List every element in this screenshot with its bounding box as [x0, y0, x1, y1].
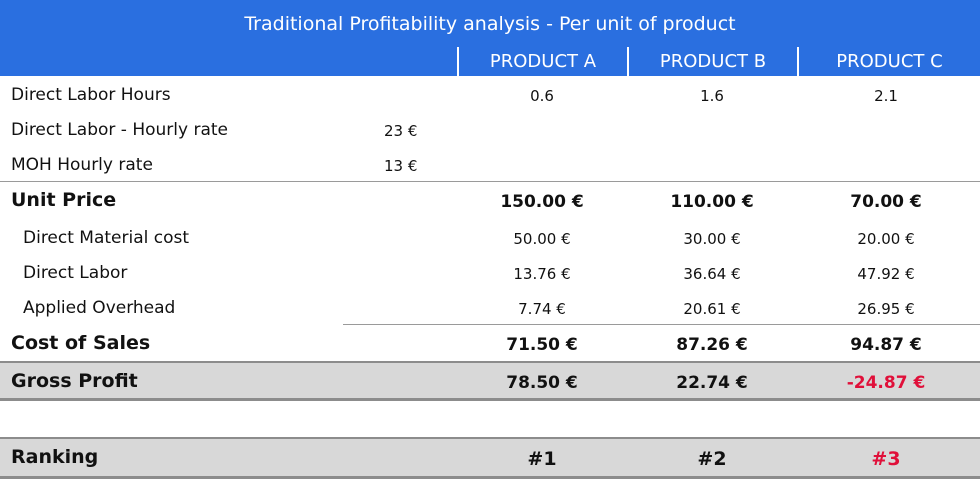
ranking-top-border [0, 437, 980, 439]
unit-price-product-a: 150.00 € [500, 192, 584, 212]
ao-product-a: 7.74 € [518, 300, 566, 318]
label-moh-rate: MOH Hourly rate [11, 155, 153, 175]
table-title-text: Traditional Profitability analysis - Per… [244, 12, 736, 35]
gross-profit-top-border [0, 361, 980, 363]
ranking-bottom-border [0, 476, 980, 479]
gross-profit-band [0, 362, 980, 398]
dlh-product-b: 1.6 [700, 87, 724, 105]
header-product-c: PRODUCT C [797, 47, 980, 76]
gross-profit-bottom-border [0, 398, 980, 401]
unit-price-product-c: 70.00 € [850, 192, 922, 212]
gp-product-a: 78.50 € [506, 373, 578, 393]
label-cost-of-sales: Cost of Sales [11, 332, 151, 354]
label-direct-material: Direct Material cost [23, 228, 190, 248]
dl-product-c: 47.92 € [857, 265, 915, 283]
cos-product-b: 87.26 € [676, 335, 748, 355]
cos-product-c: 94.87 € [850, 335, 922, 355]
cos-product-a: 71.50 € [506, 335, 578, 355]
ranking-band [0, 438, 980, 476]
divider-top [0, 181, 980, 182]
rank-product-a: #1 [527, 448, 557, 470]
label-unit-price: Unit Price [11, 189, 117, 211]
dlh-product-a: 0.6 [530, 87, 554, 105]
label-ranking: Ranking [11, 446, 99, 468]
dm-product-c: 20.00 € [857, 230, 915, 248]
gp-product-c: -24.87 € [846, 373, 926, 393]
header-product-a: PRODUCT A [457, 47, 627, 76]
rank-product-b: #2 [697, 448, 727, 470]
dl-product-b: 36.64 € [683, 265, 741, 283]
gp-product-b: 22.74 € [676, 373, 748, 393]
moh-rate-value: 13 € [384, 157, 418, 175]
label-direct-labor-rate: Direct Labor - Hourly rate [11, 120, 228, 140]
unit-price-product-b: 110.00 € [670, 192, 754, 212]
table-title: Traditional Profitability analysis - Per… [0, 0, 980, 47]
header-product-b: PRODUCT B [627, 47, 797, 76]
direct-labor-rate-value: 23 € [384, 122, 418, 140]
ao-product-c: 26.95 € [857, 300, 915, 318]
dm-product-a: 50.00 € [513, 230, 571, 248]
label-direct-labor: Direct Labor [23, 263, 128, 283]
rank-product-c: #3 [871, 448, 901, 470]
dm-product-b: 30.00 € [683, 230, 741, 248]
label-applied-overhead: Applied Overhead [23, 298, 176, 318]
dl-product-a: 13.76 € [513, 265, 571, 283]
ao-product-b: 20.61 € [683, 300, 741, 318]
divider-subtotal [343, 324, 980, 325]
dlh-product-c: 2.1 [874, 87, 898, 105]
label-direct-labor-hours: Direct Labor Hours [11, 85, 171, 105]
label-gross-profit: Gross Profit [11, 370, 138, 392]
